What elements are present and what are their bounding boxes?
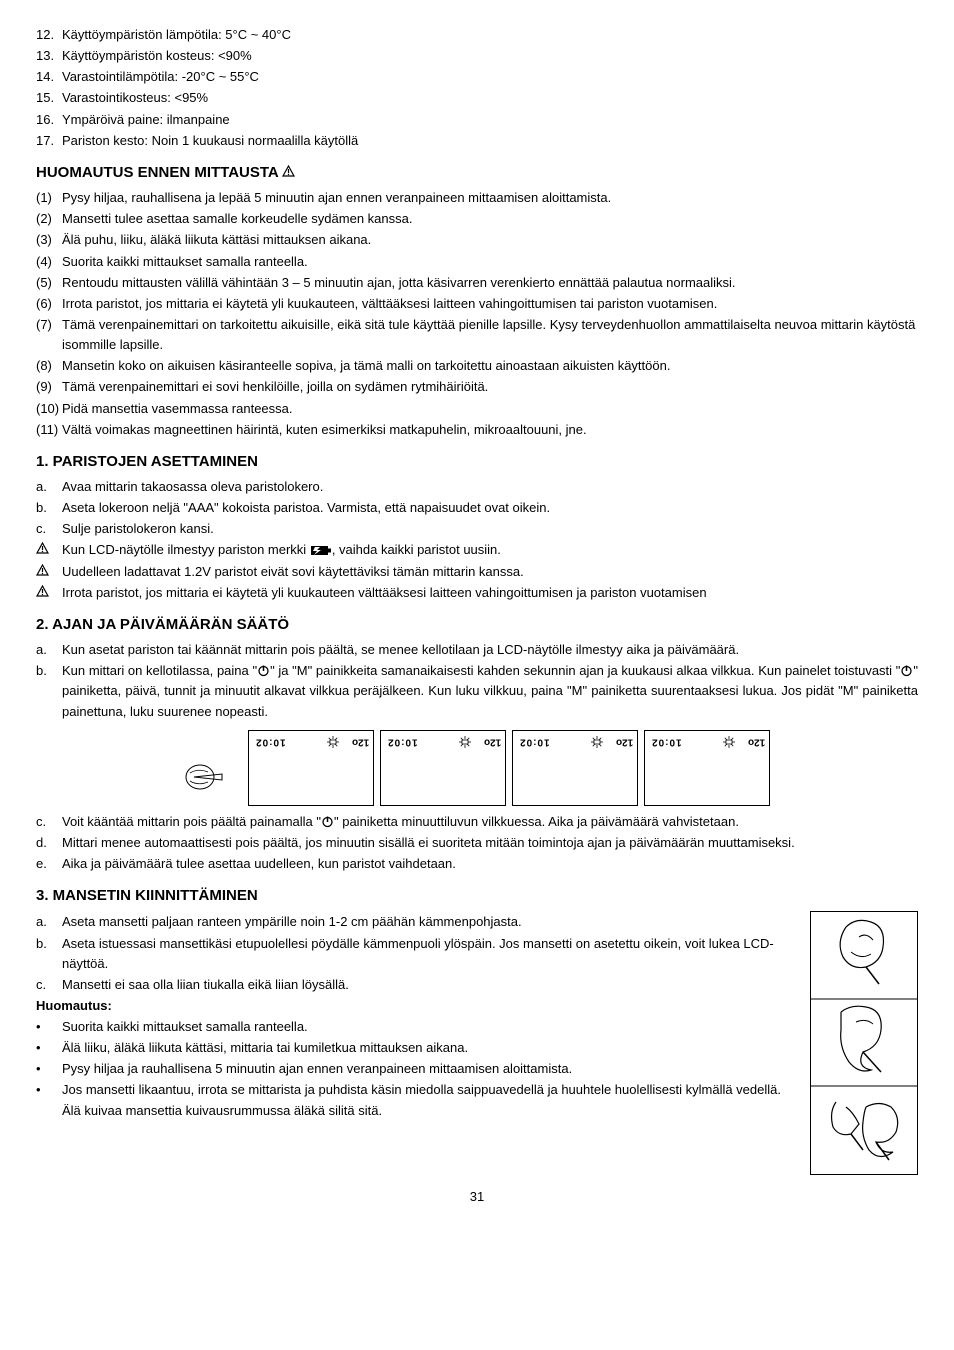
warning-item: (7)Tämä verenpainemittari on tarkoitettu…	[36, 315, 918, 355]
lcd-panel: 10:0212o	[248, 730, 374, 806]
warning-item: (3)Älä puhu, liiku, äläkä liikuta kättäs…	[36, 230, 918, 250]
warning-triangle-icon	[36, 542, 49, 554]
heading-section-2: 2. AJAN JA PÄIVÄMÄÄRÄN SÄÄTÖ	[36, 613, 918, 636]
heading-warnings: HUOMAUTUS ENNEN MITTAUSTA	[36, 161, 918, 184]
lcd-panel: 10:0212o	[644, 730, 770, 806]
warning-item: (9)Tämä verenpainemittari ei sovi henkil…	[36, 377, 918, 397]
lcd-figure: 10:0212o10:0212o10:0212o10:0212o	[36, 730, 918, 806]
warning-triangle-icon	[36, 564, 49, 576]
note-item: •Suorita kaikki mittaukset samalla rante…	[36, 1017, 796, 1037]
blink-icon	[719, 735, 739, 749]
note-item: •Pysy hiljaa ja rauhallisena 5 minuutin …	[36, 1059, 796, 1079]
blink-icon	[587, 735, 607, 749]
battery-icon	[310, 544, 332, 557]
power-icon	[321, 815, 334, 828]
lcd-panel: 10:0212o	[380, 730, 506, 806]
warning-item: (6)Irrota paristot, jos mittaria ei käyt…	[36, 294, 918, 314]
note-item: •Älä liiku, äläkä liikuta kättäsi, mitta…	[36, 1038, 796, 1058]
cuff-diagram-icon	[810, 911, 918, 1175]
power-icon	[900, 664, 913, 677]
page-number: 31	[36, 1187, 918, 1207]
heading-section-1: 1. PARISTOJEN ASETTAMINEN	[36, 450, 918, 473]
pointing-hand-icon	[184, 760, 228, 794]
note-heading: Huomautus:	[36, 996, 796, 1016]
spec-item: 16.Ympäröivä paine: ilmanpaine	[36, 110, 918, 130]
warning-item: (2)Mansetti tulee asettaa samalle korkeu…	[36, 209, 918, 229]
blink-icon	[455, 735, 475, 749]
warning-triangle-icon	[282, 165, 295, 177]
note-item: •Jos mansetti likaantuu, irrota se mitta…	[36, 1080, 796, 1120]
spec-item: 14.Varastointilämpötila: -20°C ~ 55°C	[36, 67, 918, 87]
warning-item: (11)Vältä voimakas magneettinen häirintä…	[36, 420, 918, 440]
power-icon	[257, 664, 270, 677]
warning-item: (8)Mansetin koko on aikuisen käsiranteel…	[36, 356, 918, 376]
warning-item: (5)Rentoudu mittausten välillä vähintään…	[36, 273, 918, 293]
lcd-panel: 10:0212o	[512, 730, 638, 806]
warning-item: (4)Suorita kaikki mittaukset samalla ran…	[36, 252, 918, 272]
blink-icon	[323, 735, 343, 749]
warning-item: (1)Pysy hiljaa, rauhallisena ja lepää 5 …	[36, 188, 918, 208]
spec-item: 12.Käyttöympäristön lämpötila: 5°C ~ 40°…	[36, 25, 918, 45]
spec-item: 15.Varastointikosteus: <95%	[36, 88, 918, 108]
heading-section-3: 3. MANSETIN KIINNITTÄMINEN	[36, 884, 918, 907]
spec-item: 17.Pariston kesto: Noin 1 kuukausi norma…	[36, 131, 918, 151]
warning-item: (10)Pidä mansettia vasemmassa ranteessa.	[36, 399, 918, 419]
warning-triangle-icon	[36, 585, 49, 597]
spec-item: 13.Käyttöympäristön kosteus: <90%	[36, 46, 918, 66]
